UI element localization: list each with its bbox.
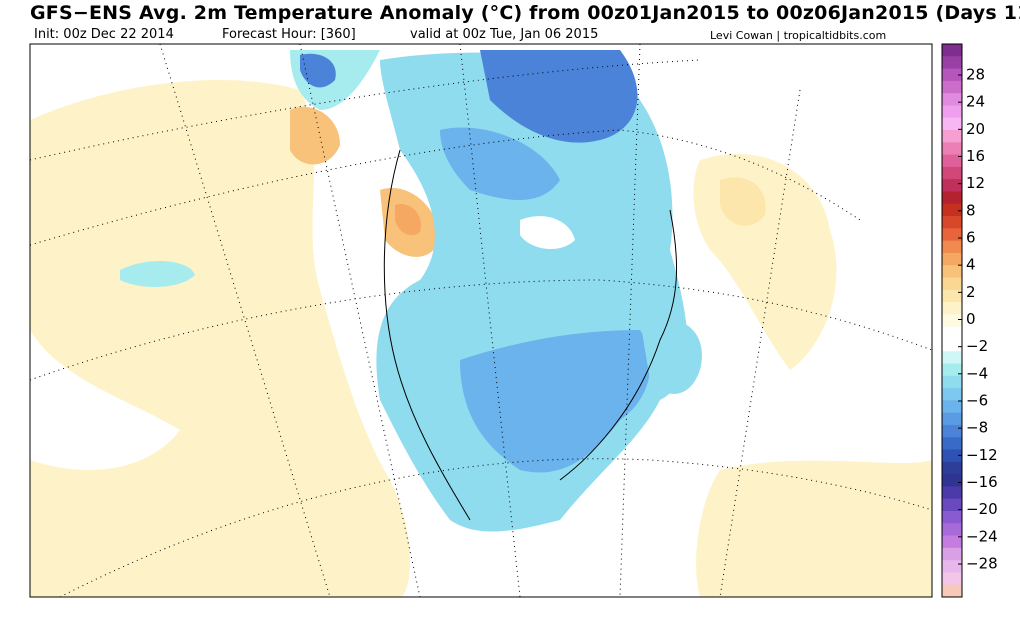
colorbar-swatch: [942, 277, 962, 291]
colorbar-swatch: [942, 560, 962, 573]
colorbar-label: 28: [966, 66, 985, 84]
colorbar-swatch: [942, 412, 962, 426]
colorbar-label: 16: [966, 147, 985, 165]
map-frame: [29, 43, 933, 598]
colorbar-swatch: [942, 265, 962, 278]
colorbar-swatch: [942, 338, 962, 352]
colorbar-label: 8: [966, 201, 976, 219]
colorbar-swatch: [942, 130, 962, 143]
colorbar-label: 24: [966, 93, 985, 111]
colorbar-label: −8: [966, 419, 988, 437]
colorbar-swatch: [942, 498, 962, 512]
colorbar-label: 20: [966, 120, 985, 138]
colorbar-label: −28: [966, 555, 998, 573]
colorbar-label: 2: [966, 283, 976, 301]
colorbar-swatch: [942, 252, 962, 266]
colorbar-frame: [941, 43, 963, 598]
colorbar-swatch: [942, 216, 962, 229]
colorbar-swatch: [942, 44, 962, 57]
colorbar-swatch: [942, 289, 962, 303]
colorbar-label: −16: [966, 473, 998, 491]
colorbar-label: −20: [966, 500, 998, 518]
colorbar-swatch: [942, 535, 962, 549]
colorbar-swatch: [942, 449, 962, 463]
credit: Levi Cowan | tropicaltidbits.com: [710, 29, 887, 42]
colorbar-swatch: [942, 351, 962, 365]
forecast-hour: Forecast Hour: [360]: [222, 27, 356, 42]
colorbar-swatch: [942, 302, 962, 315]
colorbar-swatch: [942, 56, 962, 70]
colorbar-swatch: [942, 240, 962, 254]
colorbar-swatch: [942, 326, 962, 340]
colorbar-swatch: [942, 523, 962, 537]
colorbar-swatch: [942, 105, 962, 119]
colorbar-swatch: [942, 424, 962, 438]
colorbar-swatch: [942, 388, 962, 401]
colorbar-swatch: [942, 584, 962, 598]
colorbar-swatch: [942, 228, 962, 242]
colorbar-swatch: [942, 547, 962, 561]
colorbar-label: 4: [966, 256, 976, 274]
colorbar-swatch: [942, 461, 962, 475]
colorbar-swatch: [942, 486, 962, 500]
colorbar-swatch: [942, 375, 962, 389]
colorbar-swatch: [942, 363, 962, 377]
colorbar-swatch: [942, 191, 962, 205]
colorbar-label: 0: [966, 310, 976, 328]
map-field: [30, 44, 932, 597]
init-time: Init: 00z Dec 22 2014: [34, 27, 174, 42]
colorbar-label: −6: [966, 392, 988, 410]
colorbar-label: −24: [966, 527, 998, 545]
colorbar-swatch: [942, 68, 962, 82]
colorbar-swatch: [942, 314, 962, 328]
valid-time: valid at 00z Tue, Jan 06 2015: [410, 27, 599, 42]
colorbar-label: −12: [966, 446, 998, 464]
colorbar-label: 12: [966, 174, 985, 192]
colorbar-swatch: [942, 572, 962, 586]
colorbar-swatch: [942, 179, 962, 192]
colorbar-swatch: [942, 154, 962, 168]
colorbar-swatch: [942, 142, 962, 156]
colorbar-label: 6: [966, 229, 976, 247]
colorbar-swatch: [942, 510, 962, 524]
colorbar-swatch: [942, 437, 962, 451]
colorbar-swatch: [942, 166, 962, 180]
colorbar-label: −4: [966, 364, 988, 382]
colorbar-swatch: [942, 117, 962, 131]
colorbar-swatch: [942, 400, 962, 414]
colorbar-swatch: [942, 93, 962, 106]
map-title: GFS−ENS Avg. 2m Temperature Anomaly (°C)…: [30, 2, 1020, 24]
colorbar-swatch: [942, 80, 962, 94]
colorbar-swatch: [942, 474, 962, 487]
colorbar-label: −2: [966, 337, 988, 355]
colorbar-swatch: [942, 203, 962, 217]
